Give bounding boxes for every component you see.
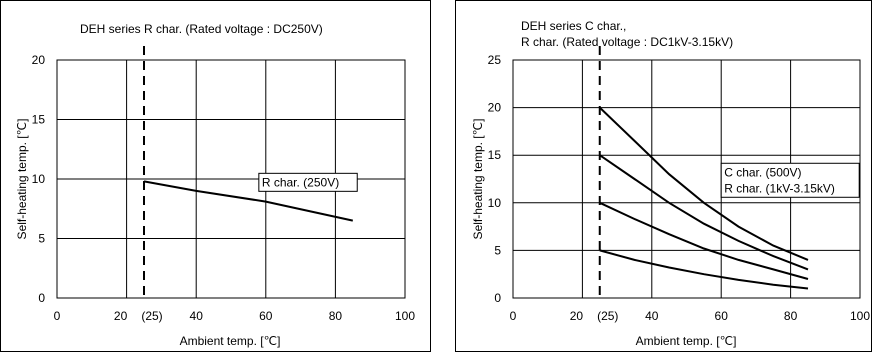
- x-tick-label: 80: [784, 309, 798, 323]
- series-line-4: [599, 249, 809, 290]
- x-tick-label: 20: [570, 309, 584, 323]
- y-tick-label: 15: [488, 148, 502, 162]
- series-line-1: [143, 180, 354, 222]
- x-tick-label: 20: [114, 309, 128, 323]
- x-axis-label: Ambient temp. [℃]: [636, 334, 737, 348]
- x-tick-label: (25): [141, 309, 162, 323]
- y-tick-label: 10: [488, 196, 502, 210]
- annotation-label: C char. (500V): [724, 165, 801, 179]
- x-tick-label: (25): [597, 309, 618, 323]
- plot-area: [56, 59, 406, 299]
- x-tick-label: 100: [395, 309, 415, 323]
- series-line-3: [599, 201, 809, 280]
- y-tick-label: 10: [32, 172, 46, 186]
- series-line-2: [599, 154, 809, 271]
- y-tick-label: 15: [32, 113, 46, 127]
- y-tick-label: 0: [494, 291, 501, 305]
- chart-title: DEH series C char.,: [521, 19, 626, 33]
- annotation-label: R char. (250V): [262, 175, 339, 189]
- annotation-box: [720, 162, 860, 198]
- y-tick-label: 20: [488, 101, 502, 115]
- x-axis-label: Ambient temp. [℃]: [180, 334, 281, 348]
- y-tick-label: 20: [32, 53, 46, 67]
- chart-panel-frame-left: [0, 0, 431, 352]
- chart-title: DEH series R char. (Rated voltage : DC25…: [80, 22, 323, 36]
- plot-area: [512, 59, 861, 299]
- y-tick-label: 5: [494, 243, 501, 257]
- y-tick-label: 0: [38, 291, 45, 305]
- chart-title: R char. (Rated voltage : DC1kV-3.15kV): [521, 35, 733, 49]
- y-tick-label: 5: [38, 232, 45, 246]
- y-tick-label: 25: [488, 53, 502, 67]
- annotation-label: R char. (1kV-3.15kV): [724, 181, 835, 195]
- x-tick-label: 0: [54, 309, 61, 323]
- x-tick-label: 60: [259, 309, 273, 323]
- x-tick-label: 60: [715, 309, 729, 323]
- x-tick-label: 40: [190, 309, 204, 323]
- y-axis-label: Self-heating temp. [℃]: [471, 119, 485, 240]
- x-tick-label: 40: [645, 309, 659, 323]
- x-tick-label: 80: [329, 309, 343, 323]
- x-tick-label: 100: [850, 309, 870, 323]
- x-tick-label: 0: [510, 309, 517, 323]
- series-line-1: [599, 106, 809, 261]
- y-axis-label: Self-heating temp. [℃]: [15, 119, 29, 240]
- annotation-box: [258, 172, 358, 192]
